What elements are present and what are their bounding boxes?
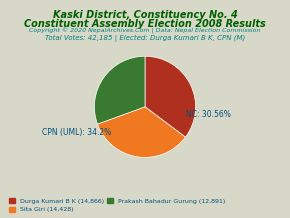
Text: Total Votes: 42,185 | Elected: Durga Kumari B K, CPN (M): Total Votes: 42,185 | Elected: Durga Kum… [45,35,245,43]
Text: Copyright © 2020 NepalArchives.Com | Data: Nepal Election Commission: Copyright © 2020 NepalArchives.Com | Dat… [29,28,261,34]
Wedge shape [97,107,186,157]
Wedge shape [145,56,195,137]
Text: CPN (M): 35.24%: CPN (M): 35.24% [0,217,1,218]
Wedge shape [95,56,145,124]
Text: Constituent Assembly Election 2008 Results: Constituent Assembly Election 2008 Resul… [24,19,266,29]
Text: NC: 30.56%: NC: 30.56% [186,110,231,119]
Legend: Durga Kumari B K (14,866), Sita Giri (14,428), Prakash Bahadur Gurung (12,891): Durga Kumari B K (14,866), Sita Giri (14… [6,196,228,215]
Text: CPN (UML): 34.2%: CPN (UML): 34.2% [42,128,111,137]
Text: Kaski District, Constituency No. 4: Kaski District, Constituency No. 4 [52,10,238,20]
